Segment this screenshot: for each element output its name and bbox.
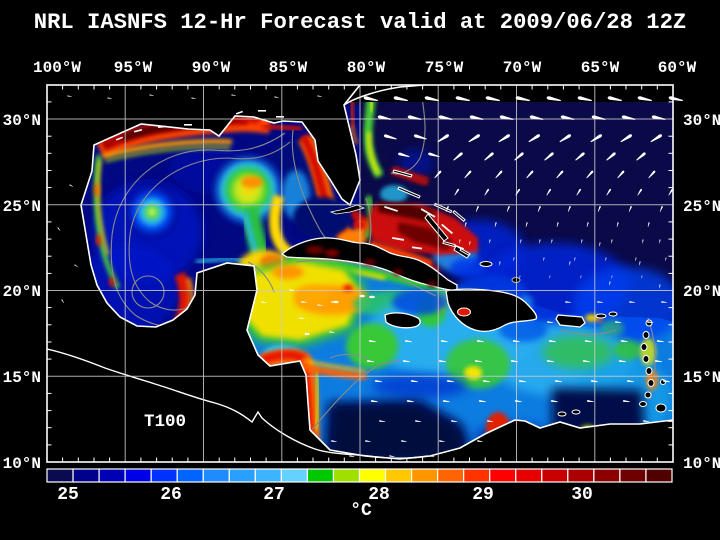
svg-text:29: 29 bbox=[472, 485, 494, 505]
svg-text:26: 26 bbox=[160, 485, 182, 505]
svg-text:25: 25 bbox=[57, 485, 79, 505]
svg-text:25°N: 25°N bbox=[3, 198, 41, 216]
svg-text:80°W: 80°W bbox=[347, 59, 386, 77]
svg-text:15°N: 15°N bbox=[3, 369, 41, 387]
svg-text:60°W: 60°W bbox=[658, 59, 697, 77]
svg-text:T100: T100 bbox=[144, 412, 186, 432]
svg-text:70°W: 70°W bbox=[503, 59, 542, 77]
svg-text:20°N: 20°N bbox=[683, 283, 720, 301]
svg-text:30: 30 bbox=[571, 485, 593, 505]
svg-text:30°N: 30°N bbox=[3, 112, 41, 130]
svg-text:°C: °C bbox=[350, 501, 372, 521]
svg-text:NRL IASNFS 12-Hr Forecast val: NRL IASNFS 12-Hr Forecast valid at 2009/… bbox=[34, 10, 686, 35]
svg-text:100°W: 100°W bbox=[33, 59, 81, 77]
svg-text:10°N: 10°N bbox=[683, 455, 720, 473]
svg-text:65°W: 65°W bbox=[581, 59, 620, 77]
svg-text:10°N: 10°N bbox=[3, 455, 41, 473]
svg-text:75°W: 75°W bbox=[425, 59, 464, 77]
svg-text:30°N: 30°N bbox=[683, 112, 720, 130]
svg-text:25°N: 25°N bbox=[683, 198, 720, 216]
svg-text:28: 28 bbox=[368, 485, 390, 505]
svg-text:27: 27 bbox=[263, 485, 285, 505]
svg-text:15°N: 15°N bbox=[683, 369, 720, 387]
svg-text:20°N: 20°N bbox=[3, 283, 41, 301]
svg-text:95°W: 95°W bbox=[114, 59, 153, 77]
svg-text:85°W: 85°W bbox=[269, 59, 308, 77]
svg-text:90°W: 90°W bbox=[192, 59, 231, 77]
